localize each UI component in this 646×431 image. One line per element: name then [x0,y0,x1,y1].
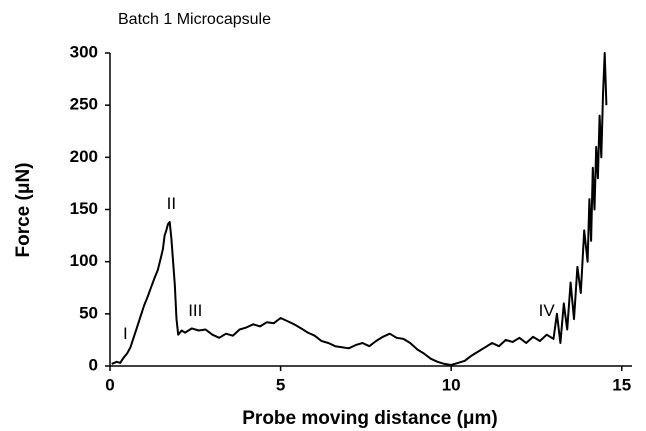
y-tick-label: 100 [70,251,98,270]
y-axis-title: Force (μN) [13,162,34,257]
x-tick-label: 5 [276,375,285,394]
data-line [111,52,608,366]
annotation: I [123,324,128,343]
annotation: IV [539,301,556,320]
y-tick-label: 300 [70,42,98,61]
x-tick-label: 10 [442,375,461,394]
y-tick-label: 200 [70,147,98,166]
y-tick-label: 0 [89,355,98,374]
x-tick-label: 0 [105,375,114,394]
y-tick-label: 250 [70,95,98,114]
y-tick-label: 50 [79,303,98,322]
x-axis-title: Probe moving distance (μm) [242,408,498,429]
annotation: III [188,301,202,320]
annotation: II [167,194,176,213]
x-tick-label: 15 [612,375,631,394]
chart-title: Batch 1 Microcapsule [118,11,271,28]
y-tick-label: 150 [70,199,98,218]
